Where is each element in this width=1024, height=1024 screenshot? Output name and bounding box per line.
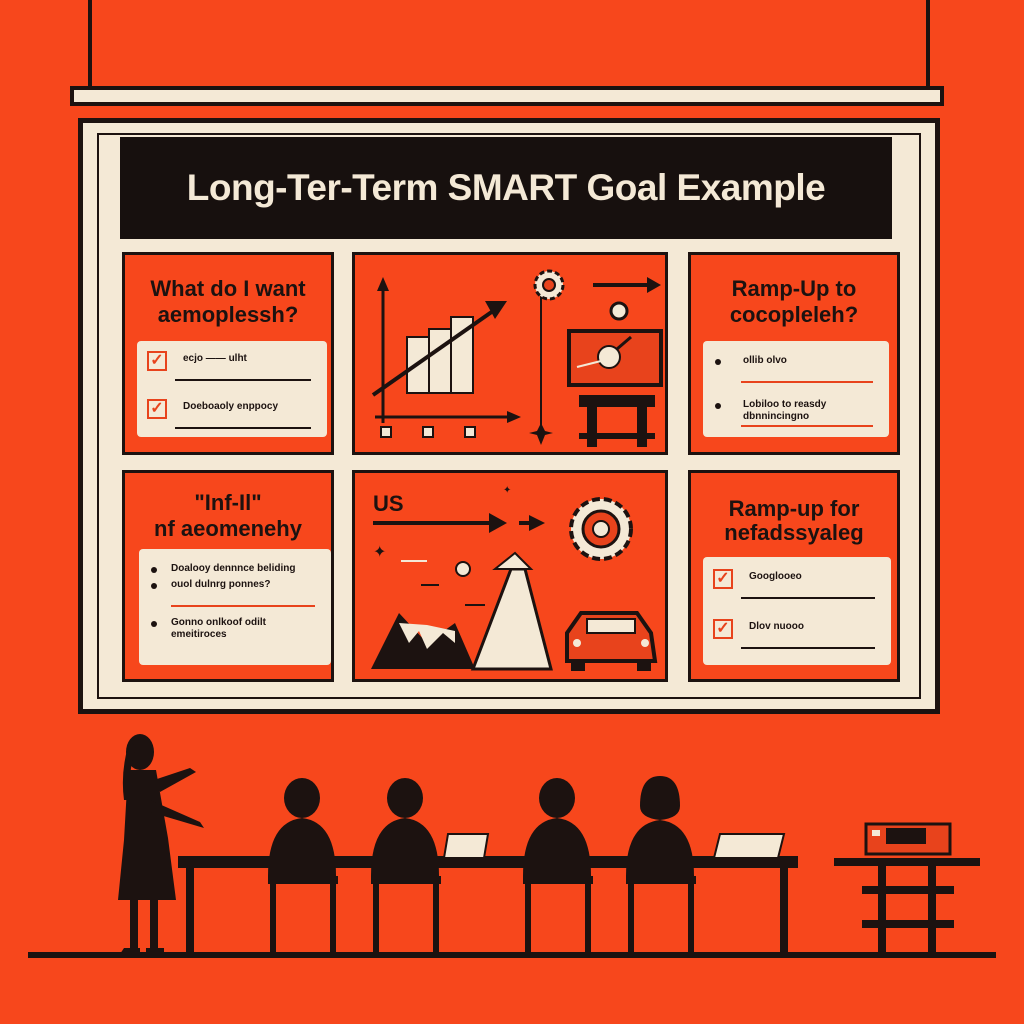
divider — [171, 605, 315, 607]
list-item: Lobiloo to reasdy dbnnincingno — [713, 397, 879, 431]
bullet-icon — [151, 583, 157, 589]
svg-text:✦: ✦ — [373, 542, 386, 561]
divider — [175, 379, 311, 381]
projector-table — [834, 822, 980, 952]
chairs — [268, 876, 696, 952]
list-item: ouol dulnrg ponnes? — [149, 577, 321, 611]
panel-heading-line2: nefadssyaleg — [724, 520, 864, 545]
list-item-text: Googlooeo — [749, 571, 802, 582]
board-frame — [97, 133, 921, 699]
list-item-text: Gonno onlkoof odilt emeitiroces — [171, 617, 266, 640]
screen-rail — [70, 86, 944, 106]
hanging-rod-left — [88, 0, 92, 90]
panel-heading-line1: Ramp-Up to — [731, 276, 857, 301]
panel-heading-line2: cocopleleh? — [729, 302, 859, 327]
svg-text:✦: ✦ — [503, 485, 511, 496]
list-item: ✓ Googlooeo — [713, 569, 881, 603]
bullet-icon — [715, 403, 721, 409]
panel-ramp-up-accomplish: Ramp-Up to cocopleleh? ollib olvo Lobilo… — [688, 252, 900, 455]
list-item-text: Doalooy dennnce beliding — [171, 563, 296, 574]
list-item: ✓ Dlov nuooo — [713, 619, 881, 653]
checklist-card: ✓ ecjo —— ulht ✓ Doeboaoly enppocy — [137, 341, 327, 437]
checkbox-checked-icon: ✓ — [713, 619, 733, 639]
list-item: Doalooy dennnce beliding — [149, 561, 321, 595]
panel-heading-line2: aemoplessh? — [157, 302, 299, 327]
list-item-text: Lobiloo to reasdy dbnnincingno — [743, 399, 827, 422]
panel-journey-illustration: US ✦ ✦ — [352, 470, 668, 682]
floor-line — [28, 952, 996, 958]
bullet-card: ollib olvo Lobiloo to reasdy dbnnincingn… — [703, 341, 889, 437]
divider — [741, 425, 873, 427]
divider — [741, 597, 875, 599]
bullet-icon — [715, 359, 721, 365]
journey-illustration: ✦ ✦ — [371, 485, 658, 671]
us-label: US — [373, 491, 404, 516]
list-item: ✓ ecjo —— ulht — [147, 351, 317, 385]
panel-heading-line2: nf aeomenehy — [154, 516, 302, 541]
panel-what-to-accomplish: What do I want aemoplessh? ✓ ecjo —— ulh… — [122, 252, 334, 455]
list-item: ✓ Doeboaoly enppocy — [147, 399, 317, 433]
list-item-text: Doeboaoly enppocy — [183, 401, 279, 412]
board-title: Long-Ter-Term SMART Goal Example — [120, 137, 892, 239]
long-table — [178, 856, 798, 868]
panel-inf-il: "Inf-Il" nf aeomenehy Doalooy dennnce be… — [122, 470, 334, 682]
bullet-icon — [151, 621, 157, 627]
panel-heading-line1: "Inf-Il" — [194, 490, 262, 515]
presenter-silhouette — [118, 734, 204, 954]
list-item-text: ouol dulnrg ponnes? — [171, 579, 271, 590]
divider — [741, 647, 875, 649]
panel-heading-line1: What do I want — [150, 276, 306, 301]
checkbox-checked-icon: ✓ — [147, 399, 167, 419]
list-item-text: ollib olvo — [743, 355, 787, 366]
panel-ramp-up-for: Ramp-up for nefadssyaleg ✓ Googlooeo ✓ D… — [688, 470, 900, 682]
checkbox-checked-icon: ✓ — [713, 569, 733, 589]
bullet-card: Doalooy dennnce beliding ouol dulnrg pon… — [139, 549, 331, 665]
growth-chart-illustration — [371, 269, 663, 447]
panel-heading-line1: Ramp-up for — [728, 496, 860, 521]
divider — [741, 381, 873, 383]
divider — [175, 427, 311, 429]
list-item: ollib olvo — [713, 353, 879, 387]
bullet-icon — [151, 567, 157, 573]
hanging-rod-right — [926, 0, 930, 90]
checkbox-checked-icon: ✓ — [147, 351, 167, 371]
checklist-card: ✓ Googlooeo ✓ Dlov nuooo — [703, 557, 891, 665]
list-item-text: Dlov nuooo — [749, 621, 804, 632]
panel-growth-illustration — [352, 252, 668, 455]
list-item-text: ecjo —— ulht — [183, 353, 247, 364]
list-item: Gonno onlkoof odilt emeitiroces — [149, 615, 321, 649]
seated-audience — [268, 776, 694, 876]
